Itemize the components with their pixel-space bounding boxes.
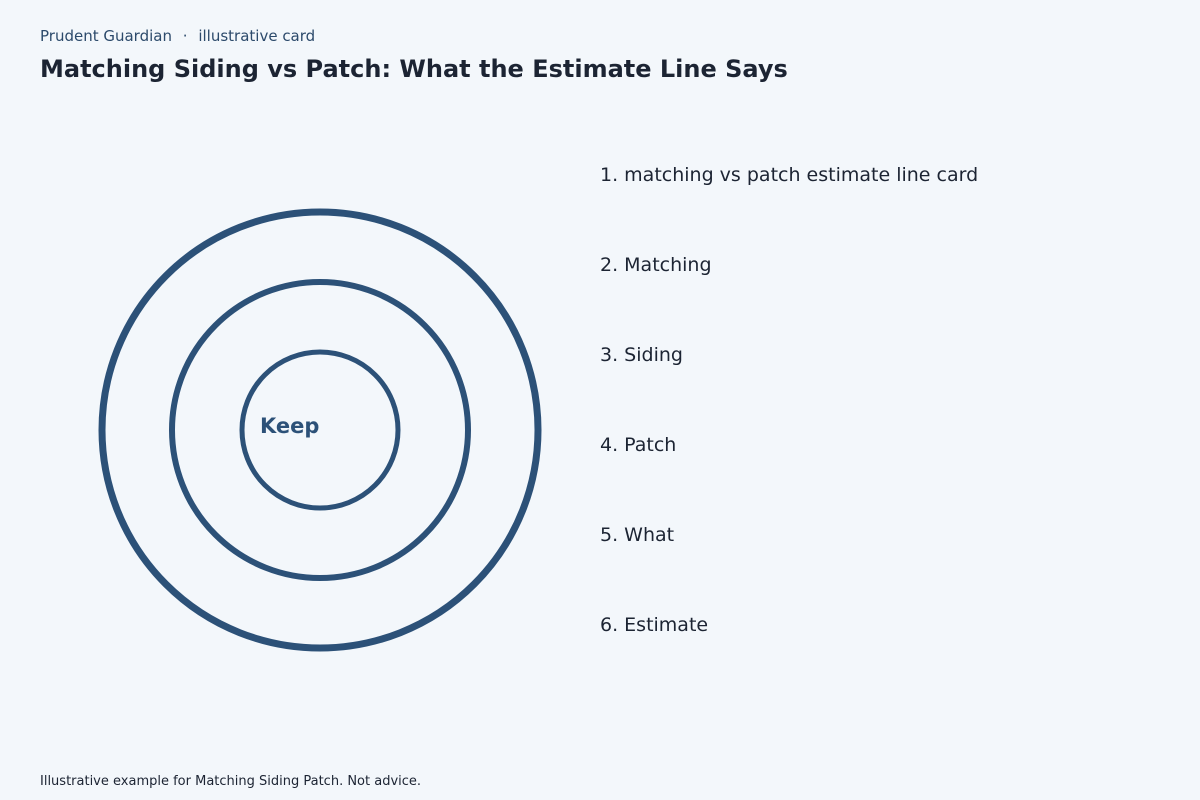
separator: · bbox=[182, 27, 188, 45]
outer-ring bbox=[98, 208, 542, 652]
list-item: 1. matching vs patch estimate line card bbox=[600, 164, 979, 186]
list-item: 2. Matching bbox=[600, 254, 712, 276]
brand: Prudent Guardian bbox=[40, 27, 172, 45]
list-item: 3. Siding bbox=[600, 344, 683, 366]
inner-ring bbox=[239, 349, 401, 511]
middle-ring bbox=[169, 279, 471, 581]
list-item: 6. Estimate bbox=[600, 614, 709, 636]
tag: illustrative card bbox=[198, 27, 316, 45]
diagram: Keep bbox=[98, 208, 542, 652]
footer: Illustrative example for Matching Siding… bbox=[40, 774, 422, 789]
brand-line: Prudent Guardian · illustrative card bbox=[40, 27, 315, 45]
list-item: 5. What bbox=[600, 524, 675, 546]
center-label: Keep bbox=[260, 414, 319, 438]
list-item: 4. Patch bbox=[600, 434, 677, 456]
title: Matching Siding vs Patch: What the Estim… bbox=[40, 55, 788, 83]
